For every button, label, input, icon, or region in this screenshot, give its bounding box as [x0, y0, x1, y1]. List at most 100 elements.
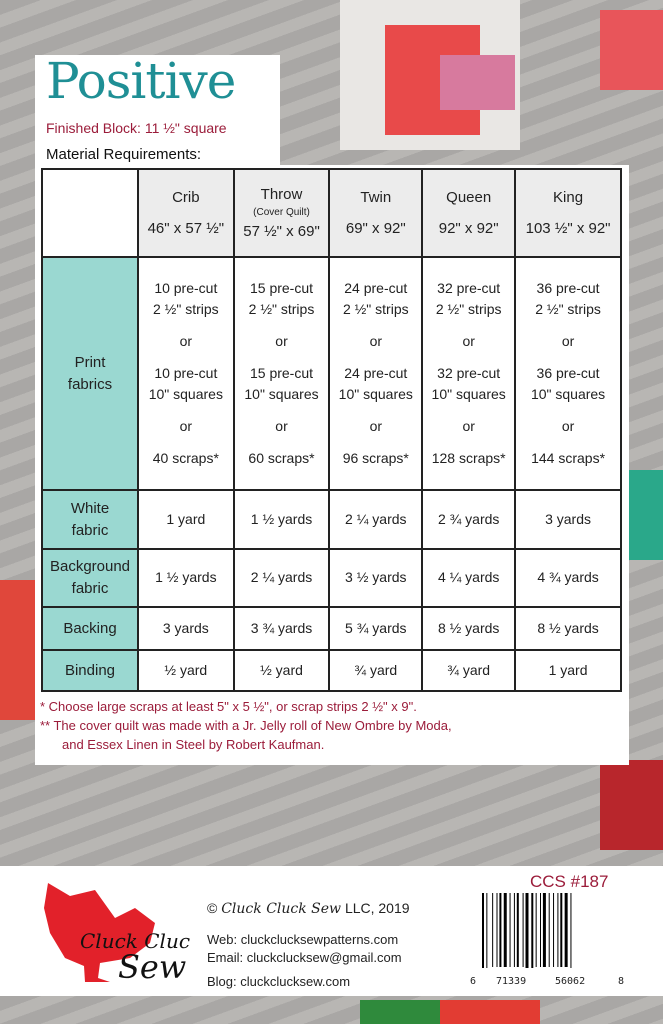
barcode-bar: [513, 893, 515, 967]
col-size: 46" x 57 ½": [147, 220, 225, 237]
label-line: Background: [49, 558, 131, 576]
material-heading: Material Requirements:: [46, 146, 202, 163]
print-cell: 36 pre-cut 2 ½" strips or 36 pre-cut 10" squ…: [514, 256, 622, 491]
barcode-bar: [503, 893, 507, 967]
print-text: 96 scraps*: [342, 449, 409, 466]
col-crib: Crib 46" x 57 ½": [137, 168, 235, 258]
quilt-block-green: [360, 1000, 440, 1024]
label-line: Binding: [64, 661, 116, 679]
print-text: or: [462, 332, 475, 349]
requirements-table: Crib 46" x 57 ½" Throw (Cover Quilt) 57 ½" …: [41, 168, 622, 692]
print-cell: 15 pre-cut 2 ½" strips or 15 pre-cut 10" squ…: [232, 256, 331, 491]
brand-name: Cluck Cluck Sew: [221, 901, 342, 917]
label-line: fabric: [71, 580, 109, 597]
row-label: Print fabrics: [41, 256, 139, 491]
value-cell: 2 ¼ yards: [328, 489, 424, 550]
barcode-bar: [535, 893, 537, 967]
print-text: 10" squares: [338, 386, 413, 403]
finished-block-size: Finished Block: 11 ½" square: [46, 120, 227, 136]
barcode-bar: [542, 893, 546, 967]
value-cell: ¾ yard: [421, 649, 517, 692]
col-name: Crib: [172, 188, 200, 206]
print-text: 2 ½" strips: [435, 301, 502, 318]
row-label: White fabric: [41, 489, 139, 550]
copyright: © Cluck Cluck Sew LLC, 2019: [207, 900, 410, 917]
note-scraps: * Choose large scraps at least 5" x 5 ½"…: [40, 699, 417, 714]
print-text: 24 pre-cut: [344, 364, 408, 381]
print-text: 2 ½" strips: [342, 301, 409, 318]
print-text: or: [561, 332, 575, 349]
col-size: 103 ½" x 92": [525, 220, 611, 237]
value-cell: ½ yard: [137, 649, 235, 692]
binding-row: Binding ½ yard ½ yard ¾ yard ¾ yard 1 yard: [41, 649, 622, 692]
print-text: 2 ½" strips: [535, 301, 601, 318]
print-text: 15 pre-cut: [249, 279, 314, 296]
barcode-bar: [496, 893, 498, 967]
col-name: Throw: [260, 185, 303, 203]
barcode-bar: [560, 893, 563, 967]
barcode-digit: 8: [618, 976, 625, 987]
blog-link[interactable]: Blog: cluckclucksew.com: [207, 974, 351, 989]
corner-cell: [41, 168, 139, 258]
value-cell: 2 ¼ yards: [232, 548, 331, 608]
barcode-bar: [486, 893, 488, 968]
value-cell: 8 ½ yards: [421, 606, 517, 651]
barcode: [482, 893, 572, 968]
barcode-bar: [564, 893, 568, 967]
value-cell: 8 ½ yards: [514, 606, 622, 651]
print-text: 32 pre-cut: [437, 279, 501, 296]
print-text: or: [369, 418, 383, 435]
print-cell: 10 pre-cut 2 ½" strips or 10 pre-cut 10" squ…: [137, 256, 235, 491]
barcode-bar: [522, 893, 524, 967]
value-cell: 2 ¾ yards: [421, 489, 517, 550]
label-line: fabrics: [67, 375, 113, 393]
hen-icon: Cluck Cluck Sew: [44, 883, 202, 986]
barcode-bar: [516, 893, 519, 967]
col-size: 57 ½" x 69": [243, 223, 320, 240]
col-name: King: [553, 188, 584, 206]
print-text: 15 pre-cut: [249, 364, 314, 381]
barcode-digit: 6: [470, 976, 477, 987]
print-text: or: [275, 332, 288, 349]
barcode-bar: [548, 893, 550, 967]
copyright-symbol: ©: [207, 900, 218, 916]
svg-text:Sew: Sew: [118, 948, 186, 986]
label-line: Print: [74, 353, 106, 371]
print-text: 10" squares: [530, 386, 606, 403]
value-cell: 3 ¾ yards: [232, 606, 331, 651]
barcode-digits: 56062: [555, 976, 586, 987]
title-box: [35, 55, 280, 167]
value-cell: 5 ¾ yards: [328, 606, 424, 651]
barcode-bar: [540, 893, 541, 967]
web-link[interactable]: Web: cluckclucksewpatterns.com: [207, 932, 399, 947]
quilt-block-red: [0, 580, 35, 720]
note-cover: ** The cover quilt was made with a Jr. J…: [40, 717, 452, 733]
email-link[interactable]: Email: cluckclucksew@gmail.com: [207, 950, 402, 965]
white-fabric-row: White fabric 1 yard 1 ½ yards 2 ¼ yards 2 ¾ y…: [41, 489, 622, 550]
backing-row: Backing 3 yards 3 ¾ yards 5 ¾ yards 8 ½ yard…: [41, 606, 622, 651]
print-text: or: [561, 418, 575, 435]
print-text: 144 scraps*: [531, 449, 606, 466]
barcode-bar: [492, 893, 494, 967]
col-king: King 103 ½" x 92": [514, 168, 622, 258]
value-cell: 4 ¾ yards: [514, 548, 622, 608]
row-label: Backing: [41, 606, 139, 651]
print-text: 32 pre-cut: [437, 364, 501, 381]
print-text: or: [275, 418, 288, 435]
col-size: 69" x 92": [345, 220, 406, 237]
value-cell: 1 yard: [514, 649, 622, 692]
print-cell: 32 pre-cut 2 ½" strips or 32 pre-cut 10" squ…: [421, 256, 517, 491]
row-label: Background fabric: [41, 548, 139, 608]
pattern-title: Positive: [46, 52, 236, 110]
cluck-cluck-sew-logo: Cluck Cluck Sew: [40, 878, 202, 993]
barcode-bar: [499, 893, 502, 967]
note-cover-cont: and Essex Linen in Steel by Robert Kaufm…: [62, 736, 325, 752]
col-twin: Twin 69" x 92": [328, 168, 424, 258]
print-text: 2 ½" strips: [248, 301, 315, 318]
header-row: Crib 46" x 57 ½" Throw (Cover Quilt) 57 ½" …: [41, 168, 622, 258]
print-text: or: [179, 418, 193, 435]
value-cell: 3 yards: [137, 606, 235, 651]
print-text: 10 pre-cut: [154, 364, 218, 381]
value-cell: ½ yard: [232, 649, 331, 692]
value-cell: 1 yard: [137, 489, 235, 550]
